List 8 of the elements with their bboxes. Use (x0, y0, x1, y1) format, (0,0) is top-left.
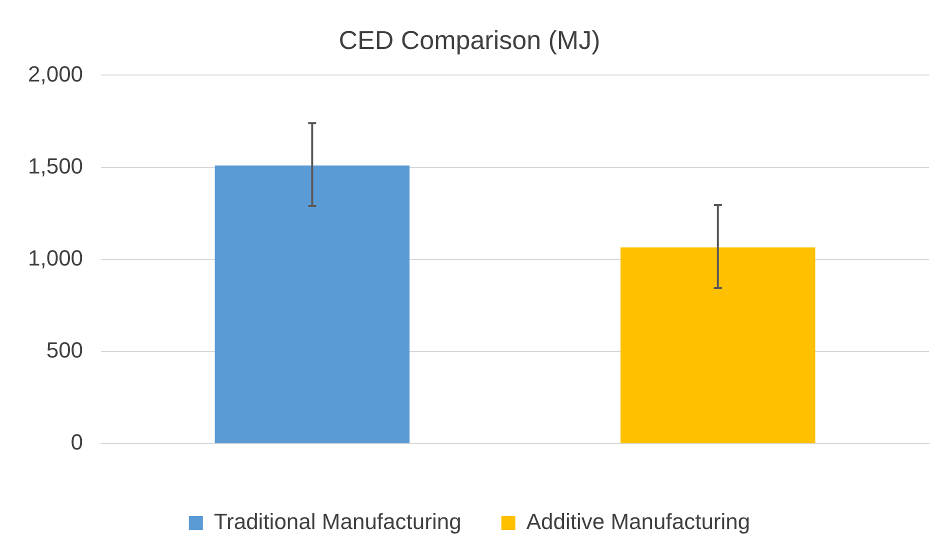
chart-title: CED Comparison (MJ) (338, 24, 600, 55)
y-tick-label: 0 (70, 430, 84, 455)
legend-label: Additive Manufacturing (526, 509, 750, 534)
y-tick-label: 1,000 (28, 245, 84, 270)
legend-label: Traditional Manufacturing (214, 509, 462, 534)
y-tick-label: 2,000 (28, 61, 84, 86)
y-tick-label: 500 (46, 338, 84, 363)
y-tick-label: 1,500 (28, 153, 84, 178)
